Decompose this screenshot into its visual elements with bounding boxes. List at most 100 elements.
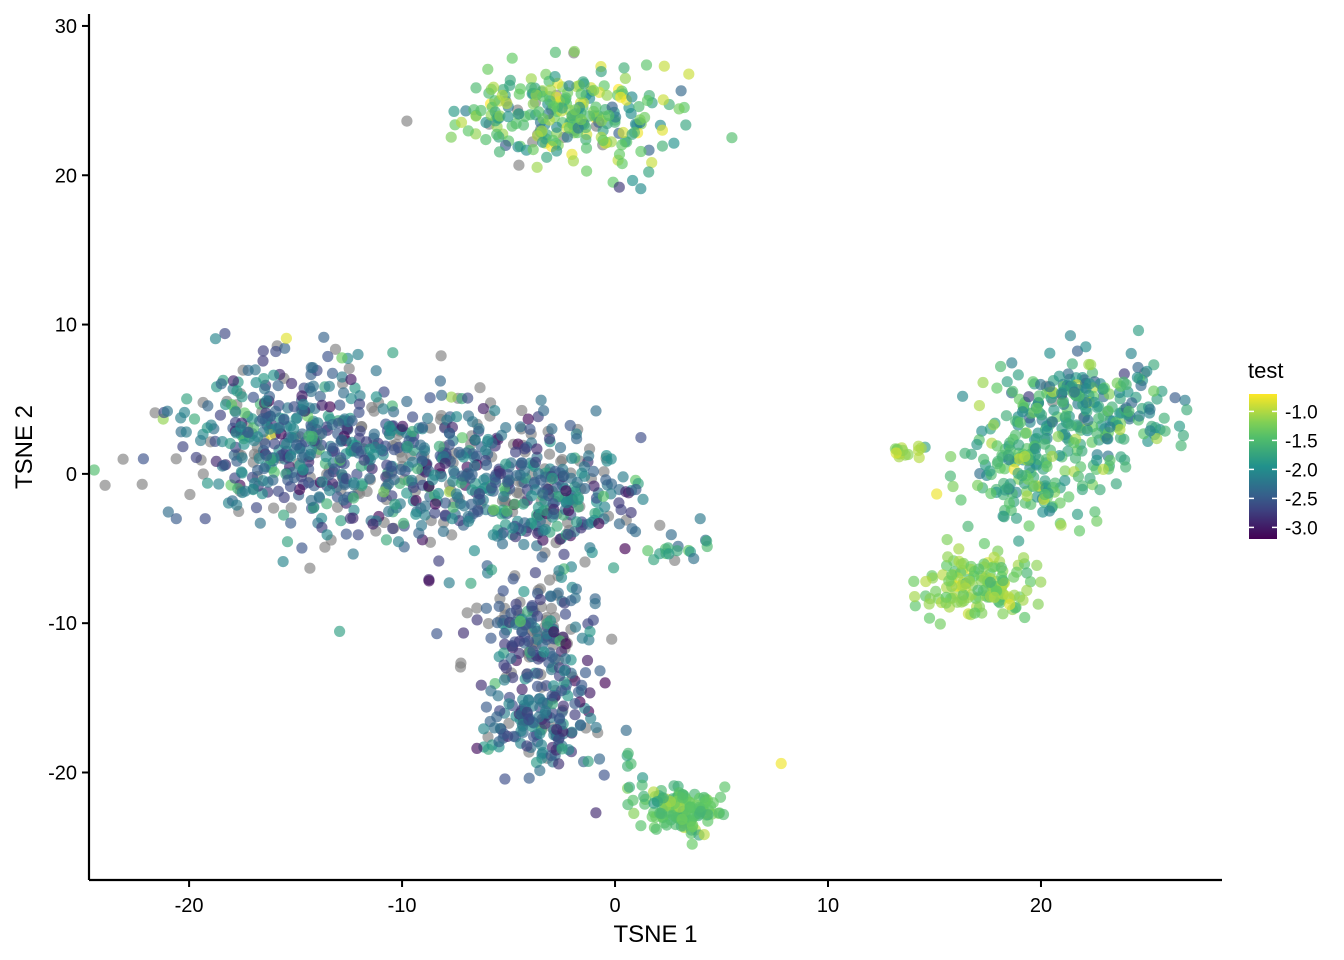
data-point — [537, 90, 549, 102]
data-point — [297, 464, 309, 476]
data-point — [1091, 427, 1103, 439]
data-point — [658, 60, 670, 72]
data-point — [491, 128, 503, 140]
data-point — [431, 628, 443, 640]
data-point — [915, 442, 927, 454]
data-point — [1076, 445, 1088, 457]
data-point — [312, 417, 324, 429]
data-point — [535, 474, 547, 486]
data-point — [277, 556, 289, 568]
data-point — [1059, 465, 1071, 477]
data-point — [336, 434, 348, 446]
data-point — [556, 743, 568, 755]
data-point — [668, 137, 680, 149]
data-point — [480, 602, 492, 614]
data-point — [510, 118, 522, 130]
data-point — [334, 399, 346, 411]
data-point — [516, 404, 528, 417]
data-point — [546, 423, 558, 435]
y-tick-label: 20 — [55, 165, 77, 187]
data-point — [477, 403, 489, 415]
data-point — [257, 345, 269, 357]
data-point — [1120, 461, 1132, 473]
data-point — [546, 698, 559, 710]
data-point — [544, 84, 557, 96]
data-point — [345, 373, 357, 386]
data-point — [947, 480, 959, 493]
data-point — [560, 497, 573, 509]
data-point — [1053, 370, 1065, 382]
data-point — [224, 437, 236, 450]
data-point — [623, 781, 636, 793]
data-point — [519, 443, 531, 455]
data-point — [619, 543, 631, 555]
data-point — [491, 711, 503, 723]
data-point — [531, 443, 543, 455]
data-point — [329, 343, 342, 355]
data-point — [1048, 404, 1060, 416]
data-point — [397, 420, 409, 432]
y-tick-label: -20 — [48, 762, 77, 784]
data-point — [445, 131, 457, 143]
data-point — [597, 134, 609, 146]
data-point — [367, 449, 379, 461]
data-point — [1114, 424, 1126, 436]
data-point — [554, 442, 567, 454]
data-point — [991, 440, 1003, 452]
data-point — [513, 159, 525, 171]
data-point — [578, 78, 590, 90]
data-point — [318, 331, 330, 343]
data-point — [997, 608, 1009, 620]
data-point — [971, 438, 983, 451]
data-point — [601, 89, 613, 101]
data-point — [475, 679, 487, 691]
data-point — [335, 515, 347, 527]
data-point — [1097, 463, 1109, 475]
data-point — [291, 439, 303, 451]
data-point — [558, 469, 570, 482]
data-point — [448, 105, 460, 117]
data-point — [454, 661, 467, 673]
data-point — [1151, 433, 1163, 445]
y-tick-label: -10 — [48, 613, 77, 635]
data-point — [353, 406, 365, 418]
data-point — [1016, 469, 1028, 482]
data-point — [1003, 497, 1016, 509]
data-point — [353, 398, 366, 410]
x-axis-title: TSNE 1 — [613, 921, 697, 948]
data-point — [582, 755, 594, 768]
data-point — [955, 558, 968, 570]
data-point — [427, 474, 439, 486]
data-point — [510, 604, 523, 616]
data-point — [579, 556, 591, 568]
data-point — [1144, 425, 1156, 437]
data-point — [316, 428, 328, 440]
data-point — [572, 122, 584, 134]
data-point — [336, 352, 348, 364]
data-point — [272, 380, 284, 392]
data-point — [195, 434, 207, 447]
data-point — [502, 111, 514, 123]
data-point — [493, 736, 505, 748]
data-point — [579, 470, 591, 482]
legend-tick-label: -2.0 — [1285, 460, 1318, 481]
data-point — [423, 575, 435, 587]
data-point — [443, 427, 456, 439]
data-point — [594, 665, 606, 677]
data-point — [998, 511, 1010, 523]
data-point — [296, 542, 308, 554]
data-point — [575, 88, 587, 100]
data-point — [259, 438, 271, 450]
data-point — [1102, 405, 1114, 417]
data-point — [673, 103, 685, 115]
data-point — [1104, 454, 1116, 466]
data-point — [1066, 358, 1078, 370]
data-point — [260, 395, 273, 407]
data-point — [626, 91, 638, 103]
data-point — [988, 591, 1001, 604]
data-point — [923, 612, 936, 624]
data-point — [500, 422, 512, 434]
data-point — [1085, 359, 1097, 371]
data-point — [1175, 440, 1187, 452]
data-point — [1004, 599, 1016, 611]
